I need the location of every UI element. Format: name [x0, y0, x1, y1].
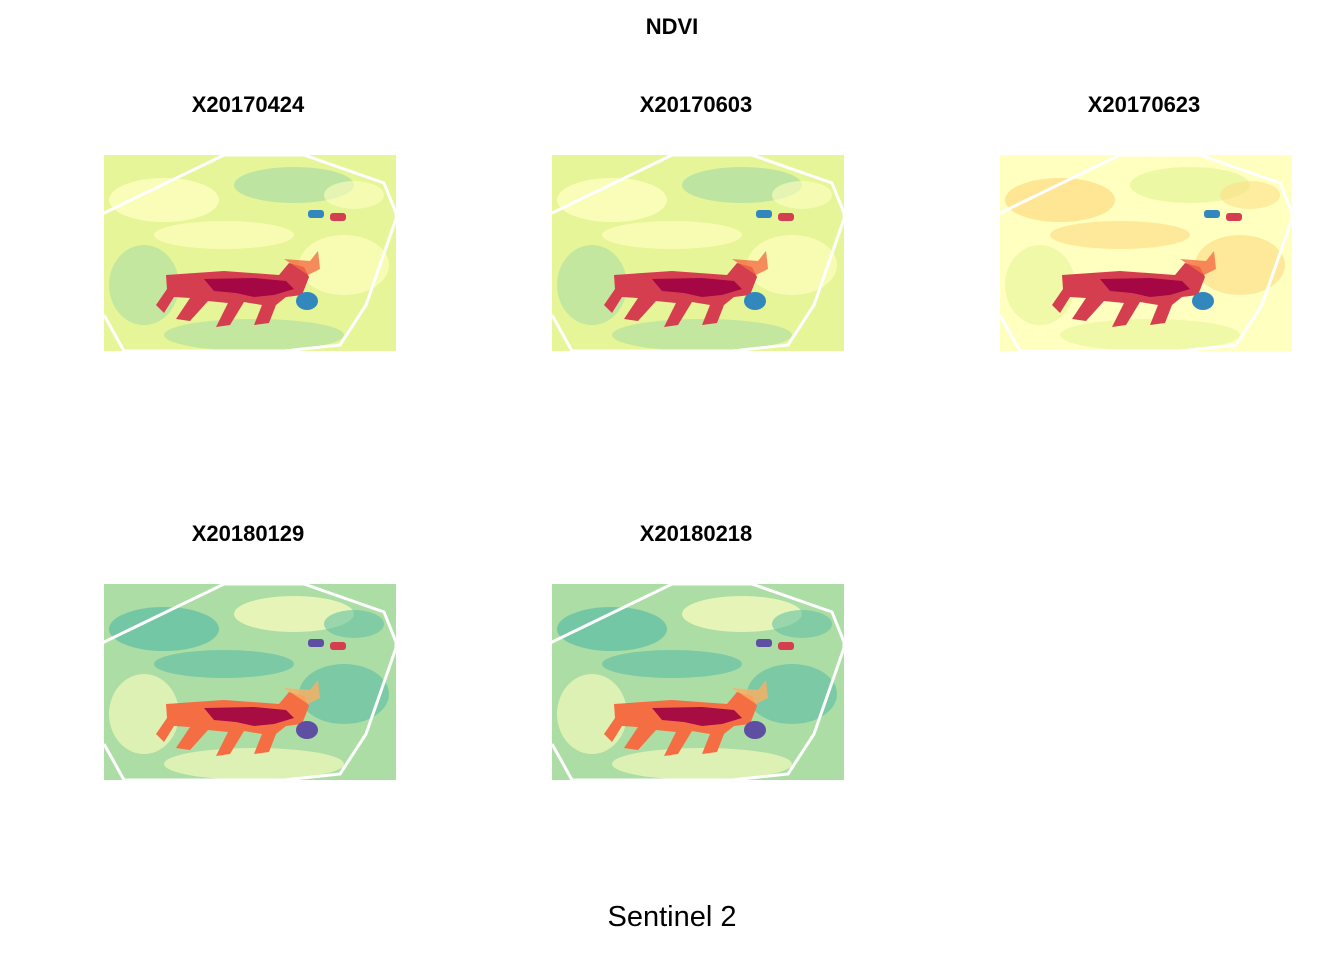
water-blob — [296, 721, 318, 739]
vegetation-patch — [557, 178, 667, 222]
vegetation-patch — [772, 610, 832, 638]
blue-target — [1204, 210, 1220, 218]
panel-title-4: X20180129 — [191, 521, 305, 546]
low-ndvi-feature — [1052, 263, 1205, 327]
ndvi-map-panel-5 — [552, 584, 844, 780]
red-target — [778, 213, 794, 221]
vegetation-patch — [772, 181, 832, 209]
ndvi-map-panel-3 — [1000, 155, 1292, 351]
low-ndvi-edge — [284, 680, 320, 704]
vegetation-patch — [612, 748, 792, 780]
panel-title-1: X20170424 — [191, 92, 305, 117]
vegetation-patch — [1220, 181, 1280, 209]
vegetation-patch — [1195, 235, 1285, 295]
water-blob — [296, 292, 318, 310]
low-ndvi-core — [652, 278, 742, 297]
ndvi-raster-4 — [104, 584, 396, 780]
water-blob — [744, 721, 766, 739]
vegetation-patch — [109, 178, 219, 222]
vegetation-patch — [324, 610, 384, 638]
low-ndvi-core — [204, 707, 294, 726]
vegetation-patch — [1050, 221, 1190, 249]
low-ndvi-core — [652, 707, 742, 726]
ndvi-raster-5 — [552, 584, 844, 780]
vegetation-patch — [602, 221, 742, 249]
vegetation-patch — [164, 319, 344, 351]
vegetation-patch — [154, 650, 294, 678]
low-ndvi-edge — [1180, 251, 1216, 275]
vegetation-patch — [612, 319, 792, 351]
vegetation-patch — [324, 181, 384, 209]
vegetation-patch — [299, 664, 389, 724]
low-ndvi-edge — [284, 251, 320, 275]
blue-target — [308, 210, 324, 218]
vegetation-patch — [299, 235, 389, 295]
vegetation-patch — [557, 607, 667, 651]
ndvi-raster-1 — [104, 155, 396, 351]
vegetation-patch — [234, 167, 354, 203]
figure-footer-label: Sentinel 2 — [607, 901, 737, 933]
vegetation-patch — [1005, 178, 1115, 222]
panel-title-3: X20170623 — [1087, 92, 1201, 117]
figure-title: NDVI — [645, 14, 699, 39]
red-target — [330, 213, 346, 221]
low-ndvi-edge — [732, 680, 768, 704]
vegetation-patch — [234, 596, 354, 632]
vegetation-patch — [109, 607, 219, 651]
blue-target — [756, 210, 772, 218]
panel-title-5: X20180218 — [639, 521, 753, 546]
red-target — [778, 642, 794, 650]
vegetation-patch — [682, 596, 802, 632]
vegetation-patch — [747, 664, 837, 724]
vegetation-patch — [747, 235, 837, 295]
vegetation-patch — [1130, 167, 1250, 203]
red-target — [330, 642, 346, 650]
water-blob — [1192, 292, 1214, 310]
panel-title-2: X20170603 — [639, 92, 753, 117]
ndvi-map-panel-1 — [104, 155, 396, 351]
vegetation-patch — [682, 167, 802, 203]
ndvi-raster-2 — [552, 155, 844, 351]
vegetation-patch — [1060, 319, 1240, 351]
low-ndvi-edge — [732, 251, 768, 275]
blue-target — [308, 639, 324, 647]
low-ndvi-core — [204, 278, 294, 297]
vegetation-patch — [154, 221, 294, 249]
low-ndvi-feature — [604, 263, 757, 327]
vegetation-patch — [602, 650, 742, 678]
blue-target — [756, 639, 772, 647]
ndvi-map-panel-2 — [552, 155, 844, 351]
red-target — [1226, 213, 1242, 221]
low-ndvi-feature — [156, 692, 309, 756]
water-blob — [744, 292, 766, 310]
low-ndvi-core — [1100, 278, 1190, 297]
ndvi-map-panel-4 — [104, 584, 396, 780]
vegetation-patch — [164, 748, 344, 780]
low-ndvi-feature — [156, 263, 309, 327]
ndvi-raster-3 — [1000, 155, 1292, 351]
low-ndvi-feature — [604, 692, 757, 756]
